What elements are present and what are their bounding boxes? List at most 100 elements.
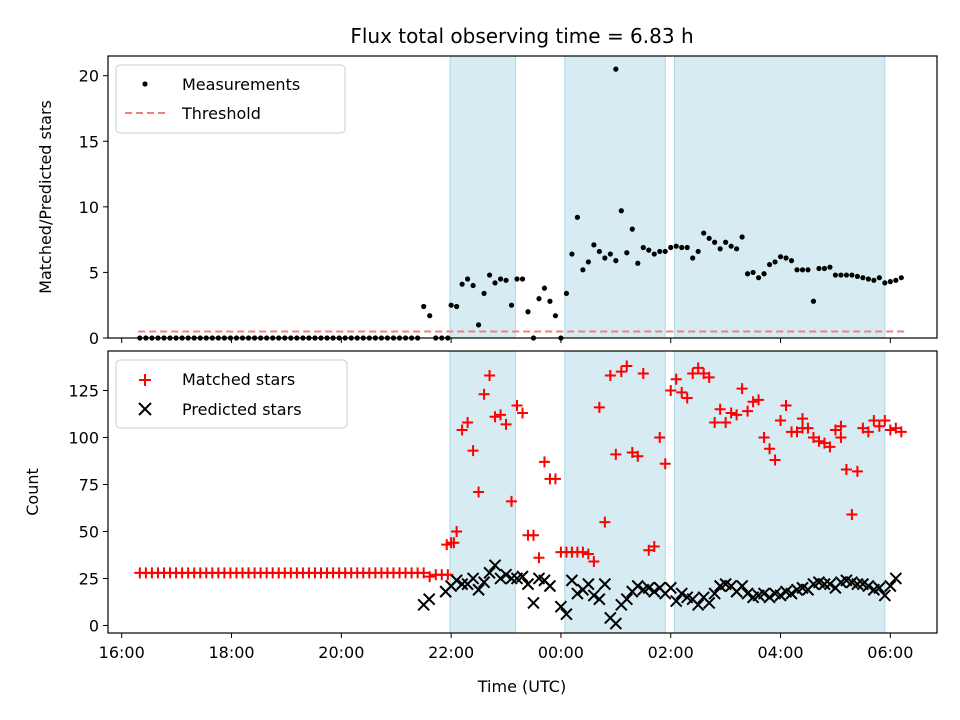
measurement-point bbox=[503, 277, 509, 283]
predicted-star-point bbox=[823, 577, 837, 591]
predicted-star-point bbox=[735, 579, 749, 593]
bottom-y-axis-label: Count bbox=[23, 468, 42, 516]
matched-star-point bbox=[687, 368, 699, 380]
matched-star-point bbox=[418, 567, 430, 579]
measurement-point bbox=[794, 267, 800, 273]
measurement-point bbox=[563, 290, 570, 297]
matched-star-point bbox=[769, 454, 781, 466]
matched-star-point bbox=[846, 509, 858, 521]
bottom-axes-frame bbox=[107, 350, 938, 634]
matched-star-point bbox=[824, 441, 836, 453]
matched-star-point bbox=[648, 541, 660, 553]
predicted-star-point bbox=[593, 592, 606, 606]
bottom-y-ticks: 0 25 50 75 100 125 bbox=[68, 381, 108, 635]
matched-stars-series bbox=[134, 360, 907, 583]
measurement-point bbox=[547, 298, 553, 304]
legend-label-predicted: Predicted stars bbox=[182, 400, 302, 419]
measurement-point bbox=[860, 275, 866, 281]
matched-star-point bbox=[670, 373, 682, 385]
matched-star-point bbox=[703, 371, 715, 383]
measurement-point bbox=[772, 259, 778, 265]
top-y-tick-label: 5 bbox=[89, 263, 99, 282]
bottom-y-tick-label: 125 bbox=[68, 381, 99, 400]
measurement-point bbox=[777, 254, 784, 260]
predicted-star-point bbox=[527, 596, 540, 610]
measurement-point bbox=[519, 276, 526, 282]
matched-star-point bbox=[451, 525, 463, 537]
predicted-star-point bbox=[631, 579, 644, 593]
measurement-point bbox=[541, 285, 548, 291]
measurement-point bbox=[865, 276, 871, 282]
matched-star-point bbox=[764, 443, 776, 455]
measurement-point bbox=[783, 255, 789, 261]
measurement-point bbox=[651, 251, 657, 257]
matched-star-point bbox=[517, 407, 528, 419]
x-tick-label: 20:00 bbox=[318, 643, 364, 662]
matched-star-point bbox=[796, 422, 808, 434]
predicted-star-point bbox=[670, 594, 683, 608]
predicted-star-point bbox=[878, 589, 892, 602]
matched-star-point bbox=[884, 424, 896, 436]
predicted-star-point bbox=[494, 572, 507, 585]
matched-star-point bbox=[582, 548, 594, 560]
matched-star-point bbox=[654, 431, 666, 443]
legend-marker-matched bbox=[139, 374, 151, 386]
matched-star-point bbox=[879, 415, 891, 427]
x-axis-label: Time (UTC) bbox=[477, 677, 566, 696]
matched-star-point bbox=[533, 552, 545, 564]
predicted-star-point bbox=[505, 572, 518, 585]
matched-star-point bbox=[731, 409, 743, 421]
measurement-point bbox=[613, 258, 619, 264]
measurement-point bbox=[662, 248, 668, 255]
matched-star-point bbox=[895, 426, 907, 438]
matched-star-point bbox=[637, 368, 649, 380]
measurement-point bbox=[810, 298, 817, 304]
bottom-y-tick-label: 50 bbox=[79, 522, 99, 541]
predicted-stars-series bbox=[417, 559, 903, 630]
predicted-star-point bbox=[889, 572, 903, 585]
measurement-point bbox=[591, 242, 597, 248]
top-y-ticks: 0 5 10 15 20 bbox=[79, 67, 108, 348]
matched-star-point bbox=[851, 465, 863, 477]
predicted-star-point bbox=[483, 566, 496, 580]
measurement-point bbox=[734, 246, 740, 252]
matched-star-point bbox=[473, 486, 485, 498]
measurement-point bbox=[635, 260, 641, 266]
measurement-point bbox=[799, 267, 806, 273]
predicted-star-point bbox=[691, 598, 705, 612]
x-tick-label: 18:00 bbox=[208, 643, 254, 662]
measurement-point bbox=[580, 267, 586, 273]
measurement-point bbox=[684, 244, 690, 251]
predicted-star-point bbox=[702, 596, 716, 610]
top-axes-frame bbox=[107, 55, 938, 339]
measurement-point bbox=[574, 214, 581, 220]
matched-star-point bbox=[775, 415, 787, 427]
measurement-point bbox=[882, 280, 888, 286]
matched-star-point bbox=[742, 405, 754, 417]
predicted-star-point bbox=[587, 589, 601, 602]
measurement-point bbox=[701, 230, 707, 236]
top-y-tick-label: 15 bbox=[79, 132, 99, 151]
measurement-point bbox=[871, 277, 877, 283]
matched-star-point bbox=[478, 388, 490, 400]
matched-star-point bbox=[835, 431, 847, 443]
top-observing-interval-1 bbox=[449, 55, 516, 339]
legend-label-matched: Matched stars bbox=[182, 370, 295, 389]
measurement-point bbox=[640, 244, 646, 251]
top-axes: 0 5 10 15 20 Matched/Predicted stars Measure… bbox=[36, 55, 938, 348]
bottom-axes: 0 25 50 75 100 125 16:00 18:00 20:00 22:00 00:00 0… bbox=[23, 350, 938, 662]
measurement-point bbox=[706, 235, 712, 241]
predicted-star-point bbox=[741, 587, 754, 600]
matched-star-point bbox=[720, 416, 732, 428]
predicted-star-point bbox=[543, 579, 557, 593]
matched-star-point bbox=[796, 413, 808, 425]
x-tick-label: 00:00 bbox=[538, 643, 584, 662]
bottom-y-tick-label: 75 bbox=[79, 475, 99, 494]
predicted-star-point bbox=[648, 585, 661, 598]
measurement-point bbox=[624, 250, 630, 256]
legend-label-threshold: Threshold bbox=[181, 104, 261, 123]
bottom-y-tick-label: 0 bbox=[89, 616, 99, 635]
measurement-point bbox=[427, 313, 433, 319]
matched-star-point bbox=[441, 539, 453, 551]
